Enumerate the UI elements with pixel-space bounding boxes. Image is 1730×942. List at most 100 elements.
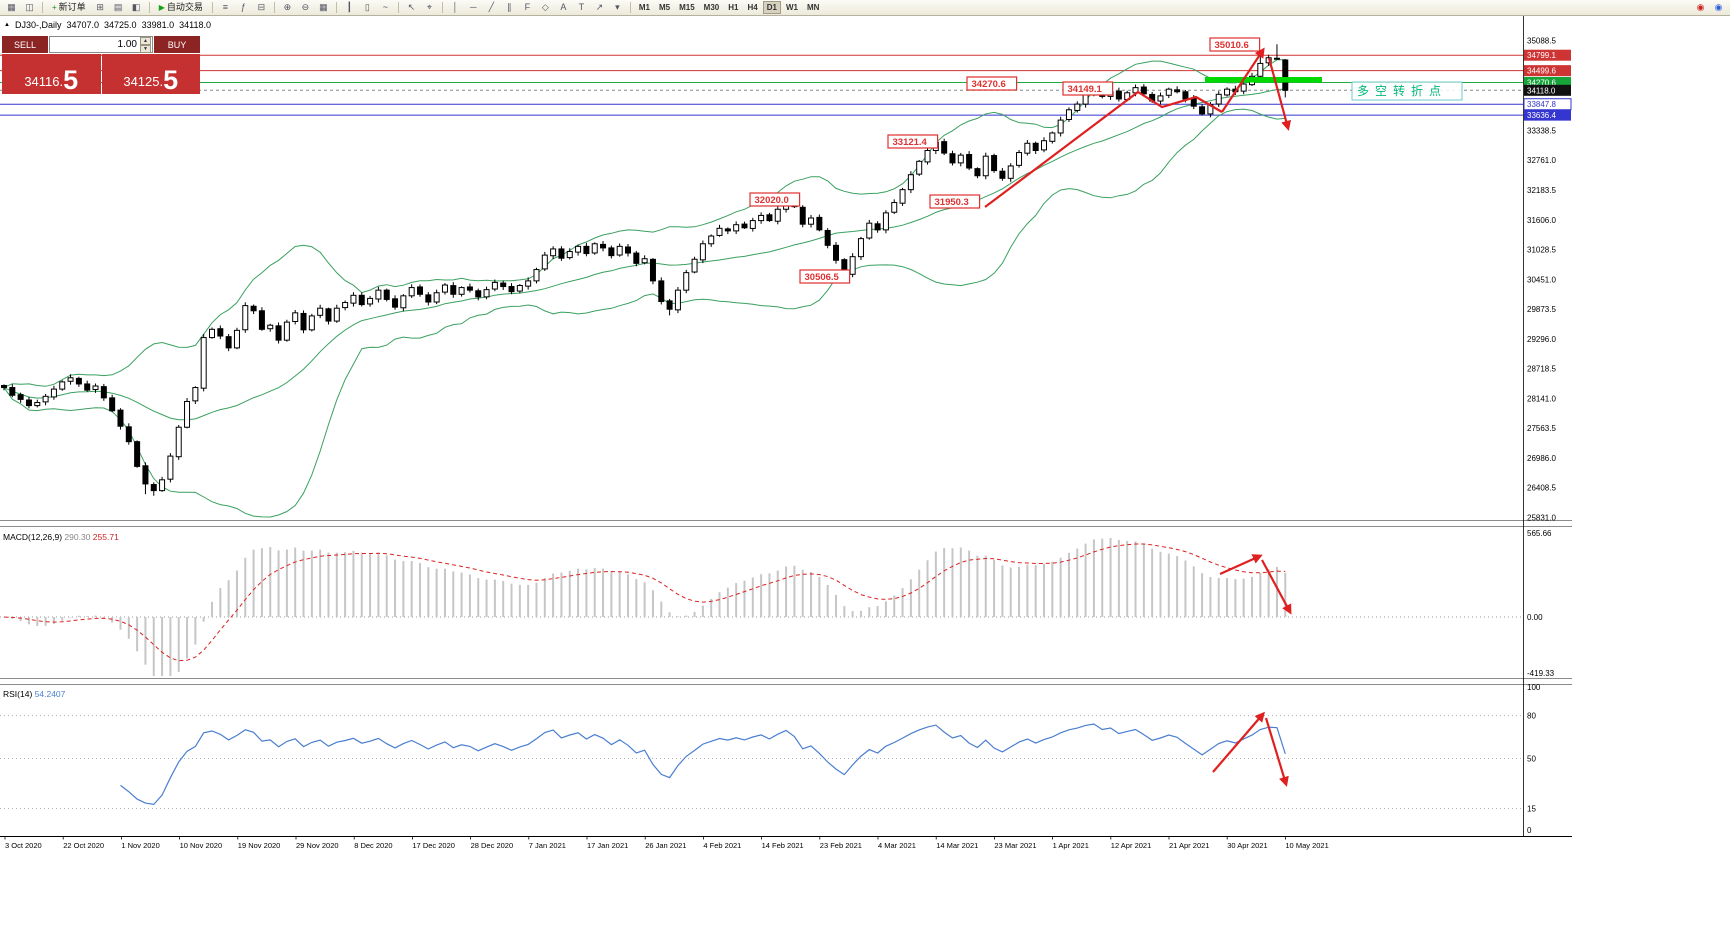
label-icon[interactable]: T — [578, 2, 585, 12]
price-tag — [1524, 65, 1571, 77]
svg-text:0: 0 — [1527, 826, 1532, 835]
shapes-icon[interactable]: ◇ — [541, 2, 549, 12]
templates-icon[interactable]: ⊟ — [257, 2, 266, 12]
toolbar-sep — [335, 2, 337, 13]
tf-h1[interactable]: H1 — [728, 3, 739, 12]
svg-text:34118.0: 34118.0 — [1527, 86, 1556, 95]
text-icon[interactable]: A — [560, 2, 567, 12]
collapse-icon[interactable]: ▲ — [4, 22, 10, 28]
indicators-list-icon[interactable]: ƒ — [240, 2, 246, 12]
level-lines[interactable] — [0, 54, 1523, 116]
svg-text:100: 100 — [1527, 683, 1541, 692]
price-callout — [749, 192, 801, 207]
tf-m1[interactable]: M1 — [638, 3, 650, 12]
svg-text:19 Nov 2020: 19 Nov 2020 — [238, 841, 281, 850]
crosshair-icon[interactable]: ⌖ — [426, 2, 432, 12]
macd-panel: MACD(12,26,9) 290.30 255.71 — [0, 532, 1523, 676]
objects-list-icon[interactable]: ≡ — [222, 2, 228, 12]
svg-text:80: 80 — [1527, 712, 1536, 721]
navigator-icon[interactable]: ◧ — [131, 2, 141, 12]
macd-histogram — [3, 537, 1287, 676]
svg-text:27563.5: 27563.5 — [1527, 424, 1556, 433]
vertical-line-icon[interactable]: │ — [452, 2, 459, 12]
line-chart-icon[interactable]: ~ — [382, 2, 388, 12]
buy-button[interactable]: BUY — [154, 36, 200, 53]
new-chart-icon[interactable]: ▦ — [7, 2, 16, 12]
new-order-button-label: 新订单 — [58, 2, 86, 12]
candlestick-chart-icon[interactable]: ▯ — [364, 2, 370, 12]
bar-chart-icon[interactable]: ┃ — [346, 2, 353, 12]
community-icon[interactable]: ◉ — [1714, 2, 1723, 12]
price-tag — [1524, 84, 1571, 96]
volume-spinner[interactable]: ▲ ▼ — [140, 36, 151, 53]
svg-text:31028.5: 31028.5 — [1527, 246, 1556, 255]
market-watch-icon[interactable]: ⊞ — [96, 2, 104, 12]
toolbar-sep — [629, 2, 631, 13]
svg-text:29296.0: 29296.0 — [1527, 335, 1556, 344]
tf-d1[interactable]: D1 — [762, 1, 781, 14]
price-callout — [929, 194, 981, 209]
svg-text:1 Nov 2020: 1 Nov 2020 — [121, 841, 159, 850]
tf-m5[interactable]: M5 — [658, 3, 671, 12]
svg-text:14 Feb 2021: 14 Feb 2021 — [762, 841, 804, 850]
sell-price-button[interactable]: 34116. 5 — [2, 54, 101, 94]
svg-text:0.00: 0.00 — [1527, 613, 1543, 622]
data-window-icon[interactable]: ▤ — [113, 2, 123, 12]
svg-text:33636.4: 33636.4 — [1527, 111, 1556, 120]
tile-windows-icon[interactable]: ▦ — [319, 2, 328, 12]
price-callout — [1209, 37, 1261, 52]
highlight-bar — [1205, 77, 1322, 83]
time-axis[interactable]: 3 Oct 2020 22 Oct 2020 1 Nov 2020 10 Nov 20… — [4, 836, 1329, 851]
annotations[interactable]: 多空转折点 35010.6 34270.6 34149.1 33121.4 32020.0… — [749, 37, 1463, 787]
price-callout — [966, 76, 1018, 91]
rsi-panel: RSI(14) 54.2407 — [0, 689, 1523, 810]
spinner-down-icon[interactable]: ▼ — [140, 44, 151, 53]
tf-mn[interactable]: MN — [806, 3, 820, 12]
svg-text:34270.6: 34270.6 — [1527, 78, 1556, 87]
autotrading-button[interactable]: ▶ 自动交易 — [154, 0, 208, 15]
price-axis[interactable]: 35088.5 33338.5 32761.0 32183.5 31606.0 31028… — [1523, 36, 1572, 835]
spinner-up-icon[interactable]: ▲ — [140, 36, 151, 45]
arrows-icon[interactable]: ↗ — [595, 2, 604, 12]
tf-w1[interactable]: W1 — [785, 3, 798, 12]
dropdown-icon[interactable]: ▾ — [615, 2, 620, 12]
volume-field[interactable]: 1.00 ▲ ▼ — [49, 36, 153, 53]
svg-text:25831.0: 25831.0 — [1527, 513, 1556, 522]
zoom-in-icon[interactable]: ⊕ — [283, 2, 292, 12]
sell-price-big: 5 — [63, 65, 79, 95]
svg-text:31606.0: 31606.0 — [1527, 216, 1556, 225]
cursor-icon[interactable]: ↖ — [407, 2, 416, 12]
trendline-icon[interactable]: ╱ — [488, 2, 495, 12]
svg-text:-419.33: -419.33 — [1527, 669, 1555, 678]
tf-m30[interactable]: M30 — [703, 3, 720, 12]
svg-text:30506.5: 30506.5 — [805, 272, 840, 283]
toolbar-sep — [273, 2, 275, 13]
svg-text:10 Nov 2020: 10 Nov 2020 — [180, 841, 223, 850]
svg-text:14 Mar 2021: 14 Mar 2021 — [936, 841, 978, 850]
svg-text:35088.5: 35088.5 — [1527, 36, 1556, 45]
profiles-icon[interactable]: ◫ — [25, 2, 34, 12]
svg-text:29873.5: 29873.5 — [1527, 305, 1556, 314]
autotrading-button-glyph: ▶ — [158, 3, 165, 12]
svg-text:28 Dec 2020: 28 Dec 2020 — [471, 841, 514, 850]
price-tag — [1524, 49, 1571, 61]
tf-m15[interactable]: M15 — [679, 3, 695, 12]
horizontal-line-icon[interactable]: ─ — [470, 2, 477, 12]
sell-button[interactable]: SELL — [2, 36, 48, 53]
svg-text:8 Dec 2020: 8 Dec 2020 — [354, 841, 392, 850]
buy-price-button[interactable]: 34125. 5 — [101, 54, 200, 94]
new-order-button[interactable]: + 新订单 — [47, 0, 91, 15]
volume-value: 1.00 — [117, 39, 137, 50]
channel-icon[interactable]: ∥ — [507, 2, 512, 12]
fibonacci-icon[interactable]: F — [524, 2, 531, 12]
zoom-out-icon[interactable]: ⊖ — [301, 2, 310, 12]
svg-text:28718.5: 28718.5 — [1527, 365, 1556, 374]
tf-h4[interactable]: H4 — [747, 3, 758, 12]
svg-text:33121.4: 33121.4 — [893, 137, 928, 148]
svg-text:4 Mar 2021: 4 Mar 2021 — [878, 841, 916, 850]
one-click-trading-panel: SELL 1.00 ▲ ▼ BUY 34116. 5 34125. 5 — [2, 36, 200, 94]
svg-text:7 Jan 2021: 7 Jan 2021 — [529, 841, 566, 850]
news-icon[interactable]: ◉ — [1696, 2, 1705, 12]
